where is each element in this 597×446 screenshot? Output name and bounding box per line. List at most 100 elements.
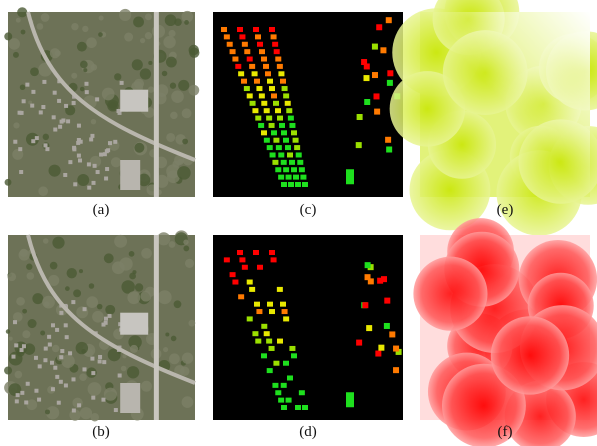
building <box>278 152 284 157</box>
building <box>376 24 382 30</box>
house <box>51 387 55 391</box>
tree <box>140 68 151 79</box>
house <box>59 380 63 384</box>
building <box>261 353 267 358</box>
building <box>375 351 381 357</box>
building <box>232 57 238 62</box>
house <box>105 149 109 153</box>
building <box>261 324 267 329</box>
building <box>291 353 297 358</box>
building <box>381 276 387 282</box>
tree <box>13 122 19 128</box>
building <box>277 116 283 121</box>
tree <box>71 23 78 30</box>
tree <box>82 26 88 32</box>
building <box>224 257 230 262</box>
tree <box>6 329 10 333</box>
tree <box>104 253 114 263</box>
house <box>77 154 81 158</box>
building <box>230 272 236 277</box>
building <box>387 70 393 76</box>
house <box>24 400 28 404</box>
house <box>66 119 70 123</box>
tree <box>32 293 43 304</box>
building <box>283 167 289 172</box>
building <box>276 145 282 150</box>
house <box>38 364 42 368</box>
house <box>77 403 81 407</box>
house <box>85 90 89 94</box>
tree <box>157 232 170 245</box>
building <box>295 182 301 187</box>
building <box>239 34 245 39</box>
house <box>105 167 109 171</box>
building <box>269 123 275 128</box>
tree <box>185 259 194 268</box>
building <box>275 108 281 113</box>
house <box>16 393 20 397</box>
house <box>84 82 88 86</box>
building <box>365 274 371 280</box>
house <box>52 115 56 119</box>
building <box>289 123 295 128</box>
tree <box>16 297 25 306</box>
house <box>42 80 46 84</box>
tree <box>178 80 189 91</box>
tree <box>38 186 48 196</box>
background <box>213 235 403 420</box>
house <box>43 358 47 362</box>
tree <box>17 7 27 17</box>
building <box>283 138 289 143</box>
tree <box>162 71 168 77</box>
building <box>261 130 267 135</box>
building <box>255 339 261 344</box>
tree <box>135 283 143 291</box>
tree <box>79 269 83 273</box>
building <box>281 383 287 388</box>
building <box>237 27 243 32</box>
house <box>13 320 17 324</box>
house <box>37 398 41 402</box>
building <box>259 49 265 54</box>
building <box>256 86 262 91</box>
building <box>386 17 392 23</box>
house <box>95 97 99 101</box>
building <box>356 340 362 346</box>
building <box>275 167 281 172</box>
building <box>281 182 287 187</box>
house <box>90 134 94 138</box>
building <box>269 27 275 32</box>
tree <box>43 134 49 140</box>
tree <box>20 249 28 257</box>
building <box>255 116 261 121</box>
panel-label: (c) <box>300 202 317 218</box>
building <box>384 323 390 329</box>
building <box>286 175 292 180</box>
house <box>13 140 17 144</box>
building <box>247 57 253 62</box>
tree <box>182 139 188 145</box>
house <box>73 182 77 186</box>
building <box>362 302 368 308</box>
building <box>277 287 283 292</box>
house <box>30 104 34 108</box>
tree <box>132 270 136 274</box>
house <box>50 361 54 365</box>
house <box>51 323 55 327</box>
building <box>244 86 250 91</box>
building <box>247 280 253 285</box>
building <box>289 346 295 351</box>
tree <box>98 32 103 37</box>
tree <box>184 20 189 25</box>
building <box>385 137 391 143</box>
tree <box>9 337 13 341</box>
house <box>71 300 75 304</box>
tree <box>119 9 131 21</box>
tree <box>20 84 26 90</box>
panel-label: (f) <box>498 424 513 440</box>
house <box>18 147 22 151</box>
building <box>221 27 227 32</box>
tree <box>183 239 188 244</box>
house <box>64 383 68 387</box>
tree <box>165 14 177 26</box>
